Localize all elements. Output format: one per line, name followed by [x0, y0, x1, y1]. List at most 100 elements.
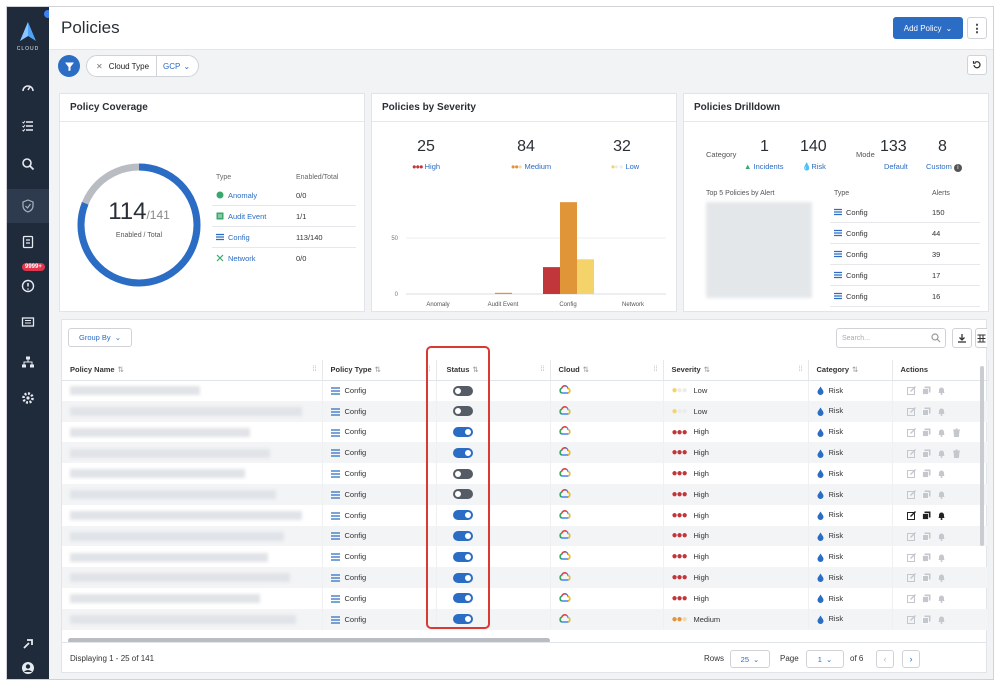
next-page-button[interactable]: ›	[902, 650, 920, 668]
bell-icon[interactable]	[937, 594, 946, 604]
bell-icon[interactable]	[937, 469, 946, 479]
column-header-status[interactable]: Status ⇅ ⁞⁞	[436, 360, 551, 381]
edit-icon[interactable]	[906, 594, 916, 604]
table-row[interactable]: Config ●●● Low Risk	[62, 400, 989, 422]
clone-icon[interactable]	[921, 469, 931, 479]
sidebar-item-alerts[interactable]	[7, 273, 49, 299]
status-toggle[interactable]	[452, 406, 473, 417]
sidebar-item-tools[interactable]	[7, 631, 49, 657]
drilldown-row[interactable]: Config 39	[830, 244, 980, 265]
clone-icon[interactable]	[921, 407, 931, 416]
column-grip-icon[interactable]: ⁞⁞	[798, 366, 803, 373]
sidebar-item-policies[interactable]	[7, 189, 49, 223]
bar-medium-config[interactable]	[560, 202, 577, 294]
edit-icon[interactable]	[906, 406, 916, 416]
column-header-policy-type[interactable]: Policy Type ⇅ ⁞⁞	[322, 360, 437, 381]
drilldown-row[interactable]: Config 17	[830, 265, 980, 286]
bell-icon[interactable]	[937, 532, 946, 541]
policy-name-cell[interactable]	[62, 421, 323, 443]
edit-icon[interactable]	[906, 469, 916, 479]
clone-icon[interactable]	[921, 615, 931, 624]
status-toggle[interactable]	[452, 447, 473, 458]
clone-icon[interactable]	[921, 594, 931, 604]
status-toggle[interactable]	[452, 572, 473, 583]
clone-icon[interactable]	[921, 490, 931, 500]
filter-button[interactable]	[58, 55, 80, 77]
status-toggle[interactable]	[452, 385, 473, 396]
redacted-policy-name[interactable]	[70, 406, 302, 416]
reset-filters-button[interactable]	[967, 55, 987, 75]
clone-icon[interactable]	[921, 449, 931, 458]
policy-name-cell[interactable]	[62, 463, 323, 484]
logo[interactable]: CLOUD	[7, 21, 49, 52]
clone-icon[interactable]	[921, 428, 931, 437]
edit-icon[interactable]	[906, 427, 916, 437]
status-toggle[interactable]	[452, 427, 473, 437]
table-row[interactable]: Config ●●● High Risk	[62, 587, 989, 609]
coverage-row-config[interactable]: Config 113/140	[212, 227, 356, 248]
table-row[interactable]: Config ●●● High Risk	[62, 525, 989, 547]
policy-name-cell[interactable]	[62, 504, 323, 526]
group-by-button[interactable]: Group By ⌄	[68, 328, 132, 347]
sidebar-item-investigate[interactable]	[7, 151, 49, 177]
bell-icon[interactable]	[937, 573, 946, 583]
download-button[interactable]	[952, 328, 972, 348]
column-header-cloud[interactable]: Cloud ⇅ ⁞⁞	[550, 360, 664, 381]
bell-icon[interactable]	[937, 407, 946, 416]
high-filter-link[interactable]: ●●● High	[391, 162, 461, 171]
search-input[interactable]: Search...	[842, 334, 871, 342]
sidebar-item-compliance[interactable]	[7, 229, 49, 255]
redacted-policy-name[interactable]	[70, 427, 250, 437]
coverage-row-anomaly[interactable]: Anomaly 0/0	[212, 185, 356, 206]
edit-icon[interactable]	[906, 386, 916, 396]
table-row[interactable]: Config ●●● Low Risk	[62, 380, 989, 401]
bell-icon[interactable]	[937, 428, 946, 437]
bell-icon[interactable]	[937, 615, 946, 624]
clone-icon[interactable]	[921, 553, 931, 562]
table-row[interactable]: Config ●●● High Risk	[62, 504, 989, 526]
bar-low-config[interactable]	[577, 259, 594, 294]
edit-icon[interactable]	[906, 552, 916, 562]
bell-icon[interactable]	[937, 511, 946, 520]
sort-icon[interactable]: ⇅	[852, 365, 859, 375]
column-header-policy-name[interactable]: Policy Name ⇅ ⁞⁞	[62, 360, 323, 381]
column-header-severity[interactable]: Severity ⇅ ⁞⁞	[663, 360, 809, 381]
table-row[interactable]: Config ●●● Medium Risk	[62, 608, 989, 630]
remove-filter-icon[interactable]: ✕	[96, 61, 103, 71]
cloud-type-filter-chip[interactable]: ✕ Cloud Type GCP ⌄	[86, 55, 200, 77]
policy-name-cell[interactable]	[62, 608, 323, 630]
redacted-policy-name[interactable]	[70, 386, 200, 396]
coverage-row-audit-event[interactable]: Audit Event 1/1	[212, 206, 356, 227]
redacted-policy-name[interactable]	[70, 469, 245, 479]
clone-icon[interactable]	[921, 532, 931, 541]
policy-name-cell[interactable]	[62, 567, 323, 588]
custom-link[interactable]: Custom i	[926, 162, 962, 172]
prev-page-button[interactable]: ‹	[876, 650, 894, 668]
policy-name-cell[interactable]	[62, 442, 323, 464]
default-link[interactable]: Default	[884, 162, 908, 171]
clone-icon[interactable]	[921, 573, 931, 583]
bar-high-config[interactable]	[543, 267, 560, 294]
drilldown-row[interactable]: Config 16	[830, 286, 980, 307]
sidebar-item-dashboard[interactable]	[7, 75, 49, 101]
policy-name-cell[interactable]	[62, 525, 323, 547]
bell-icon[interactable]	[937, 449, 946, 458]
medium-filter-link[interactable]: ●●● Medium	[496, 162, 566, 171]
status-toggle[interactable]	[452, 468, 473, 479]
table-row[interactable]: Config ●●● High Risk	[62, 421, 989, 443]
drilldown-row[interactable]: Config 150	[830, 202, 980, 223]
sidebar-item-settings[interactable]	[7, 385, 49, 411]
clone-icon[interactable]	[921, 511, 931, 520]
sort-icon[interactable]: ⇅	[703, 365, 710, 375]
sidebar-item-profile[interactable]	[7, 655, 49, 679]
add-policy-button[interactable]: Add Policy ⌄	[893, 17, 963, 39]
status-toggle[interactable]	[452, 614, 473, 625]
redacted-policy-name[interactable]	[70, 490, 276, 500]
bar-medium-audit-event[interactable]	[495, 292, 512, 294]
status-toggle[interactable]	[452, 530, 473, 541]
bell-icon[interactable]	[937, 386, 946, 396]
redacted-policy-name[interactable]	[70, 552, 268, 562]
sort-icon[interactable]: ⇅	[472, 365, 479, 375]
column-grip-icon[interactable]: ⁞⁞	[653, 366, 658, 373]
table-row[interactable]: Config ●●● High Risk	[62, 463, 989, 484]
